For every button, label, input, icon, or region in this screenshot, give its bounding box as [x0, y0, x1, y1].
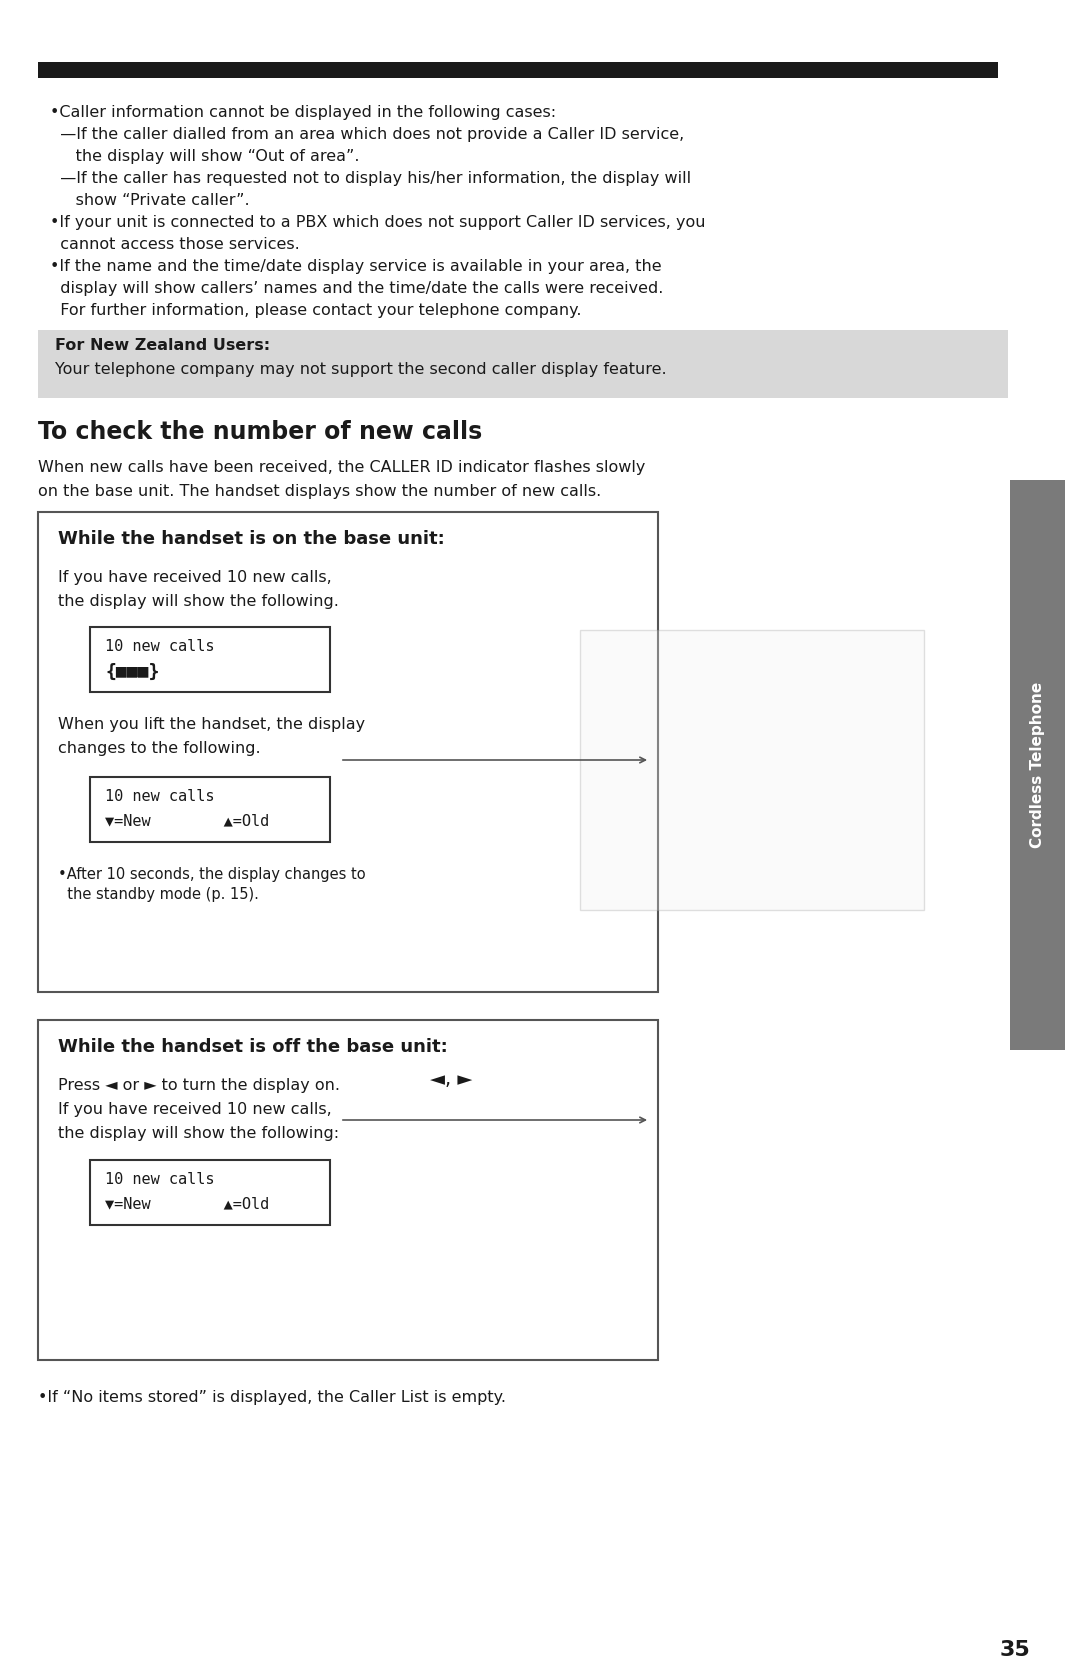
- Text: For further information, please contact your telephone company.: For further information, please contact …: [50, 304, 581, 319]
- Text: 10 new calls: 10 new calls: [105, 639, 215, 654]
- Text: Your telephone company may not support the second caller display feature.: Your telephone company may not support t…: [55, 362, 666, 377]
- Text: cannot access those services.: cannot access those services.: [50, 237, 300, 252]
- Text: 10 new calls: 10 new calls: [105, 789, 215, 804]
- Bar: [38, 330, 1008, 397]
- Text: the display will show “Out of area”.: the display will show “Out of area”.: [50, 149, 360, 164]
- Text: While the handset is off the base unit:: While the handset is off the base unit:: [58, 1038, 448, 1056]
- Text: ▼=New        ▲=Old: ▼=New ▲=Old: [105, 813, 269, 828]
- Text: changes to the following.: changes to the following.: [58, 741, 260, 756]
- Text: For New Zealand Users:: For New Zealand Users:: [55, 339, 270, 354]
- Text: •Caller information cannot be displayed in the following cases:: •Caller information cannot be displayed …: [50, 105, 556, 120]
- Text: •If your unit is connected to a PBX which does not support Caller ID services, y: •If your unit is connected to a PBX whic…: [50, 215, 705, 230]
- Text: Press ◄ or ► to turn the display on.: Press ◄ or ► to turn the display on.: [58, 1078, 340, 1093]
- Text: If you have received 10 new calls,: If you have received 10 new calls,: [58, 1102, 332, 1117]
- Text: If you have received 10 new calls,: If you have received 10 new calls,: [58, 571, 332, 586]
- Bar: [1010, 481, 1065, 1050]
- Bar: [90, 1160, 330, 1225]
- Text: •If “No items stored” is displayed, the Caller List is empty.: •If “No items stored” is displayed, the …: [38, 1390, 507, 1405]
- Bar: [90, 778, 330, 841]
- Text: on the base unit. The handset displays show the number of new calls.: on the base unit. The handset displays s…: [38, 484, 602, 499]
- Text: ▼=New        ▲=Old: ▼=New ▲=Old: [105, 1197, 269, 1212]
- Text: 35: 35: [1000, 1641, 1030, 1661]
- Bar: [580, 629, 924, 910]
- Text: —If the caller has requested not to display his/her information, the display wil: —If the caller has requested not to disp…: [50, 170, 691, 185]
- Text: •After 10 seconds, the display changes to: •After 10 seconds, the display changes t…: [58, 866, 366, 881]
- Text: {■■■}: {■■■}: [105, 663, 160, 681]
- Text: the standby mode (p. 15).: the standby mode (p. 15).: [58, 886, 259, 901]
- Text: 10 new calls: 10 new calls: [105, 1172, 215, 1187]
- Text: When you lift the handset, the display: When you lift the handset, the display: [58, 718, 365, 733]
- Text: •If the name and the time/date display service is available in your area, the: •If the name and the time/date display s…: [50, 259, 662, 274]
- Bar: [38, 1020, 658, 1360]
- Text: Cordless Telephone: Cordless Telephone: [1030, 683, 1045, 848]
- Text: —If the caller dialled from an area which does not provide a Caller ID service,: —If the caller dialled from an area whic…: [50, 127, 685, 142]
- Text: display will show callers’ names and the time/date the calls were received.: display will show callers’ names and the…: [50, 280, 663, 295]
- Bar: [90, 628, 330, 693]
- Text: While the handset is on the base unit:: While the handset is on the base unit:: [58, 531, 445, 547]
- Bar: [38, 62, 998, 78]
- Text: the display will show the following.: the display will show the following.: [58, 594, 339, 609]
- Text: To check the number of new calls: To check the number of new calls: [38, 421, 483, 444]
- Text: the display will show the following:: the display will show the following:: [58, 1127, 339, 1142]
- Bar: [38, 512, 658, 991]
- Text: show “Private caller”.: show “Private caller”.: [50, 194, 249, 209]
- Text: ◄, ►: ◄, ►: [430, 1070, 472, 1088]
- Text: When new calls have been received, the CALLER ID indicator flashes slowly: When new calls have been received, the C…: [38, 461, 646, 476]
